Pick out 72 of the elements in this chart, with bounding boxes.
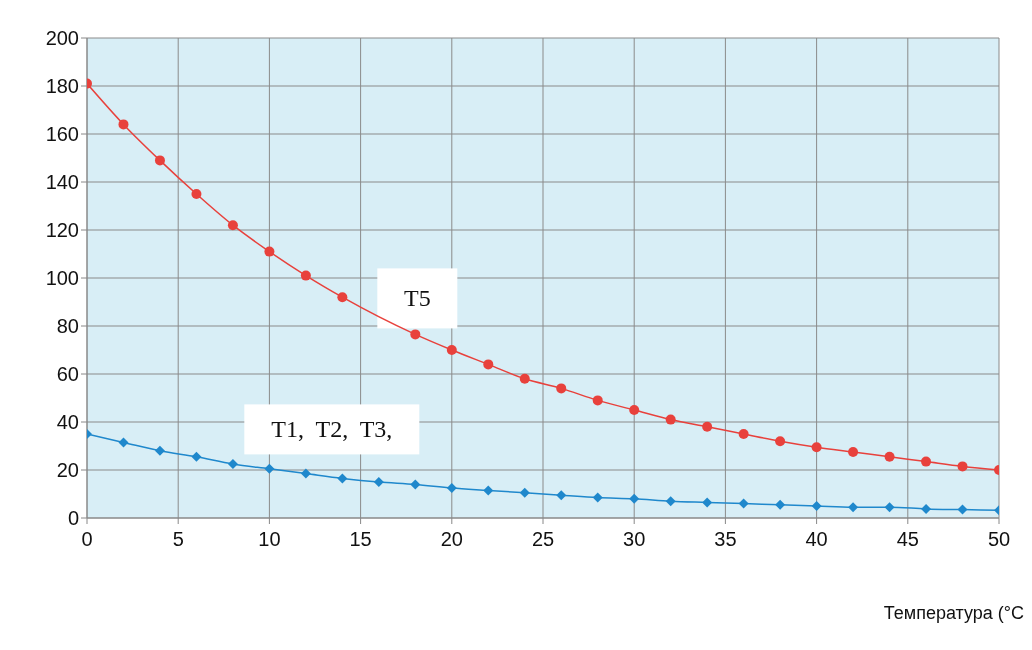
x-tick-label: 25 (531, 528, 555, 551)
point (154, 445, 165, 456)
point (884, 502, 895, 513)
point (921, 503, 932, 514)
point (811, 501, 822, 511)
point (629, 493, 640, 504)
x-axis-title: Температура (°C (883, 603, 1024, 624)
y-tick-label: 180 (45, 75, 79, 98)
point (848, 447, 859, 457)
point (884, 451, 895, 462)
point (702, 497, 713, 508)
x-tick-label: 45 (896, 528, 919, 551)
x-tick-label: 5 (172, 528, 184, 551)
point (665, 496, 676, 507)
x-tick-label: 10 (258, 528, 281, 551)
point (921, 456, 932, 467)
y-tick-label: 160 (45, 123, 79, 146)
point (373, 477, 384, 487)
point (665, 414, 676, 425)
y-tick-label: 140 (45, 171, 79, 194)
point (227, 220, 238, 231)
y-tick-label: 120 (45, 219, 79, 242)
y-tick-label: 80 (56, 315, 79, 338)
x-tick-label: 15 (349, 528, 372, 551)
point (410, 329, 421, 340)
y-tick-label: 20 (56, 459, 79, 482)
point (483, 359, 494, 370)
x-tick-label: 40 (805, 528, 828, 551)
point (556, 383, 567, 394)
x-tick-label: 35 (714, 528, 737, 551)
y-tick-label: 40 (56, 411, 79, 434)
point (337, 292, 348, 303)
point (118, 119, 129, 130)
y-tick-label: 60 (56, 363, 79, 386)
y-tick-label: 100 (45, 267, 79, 290)
point (775, 499, 786, 510)
point (446, 483, 457, 493)
point (556, 490, 567, 501)
point (483, 485, 494, 496)
y-tick-label: 0 (67, 507, 79, 530)
point (702, 421, 713, 432)
point (519, 487, 530, 498)
point (191, 451, 202, 462)
point (592, 492, 603, 503)
point (227, 459, 238, 469)
point (300, 270, 311, 281)
point (738, 429, 749, 439)
series-label: T1, T2, T3, (271, 416, 393, 443)
x-tick-label: 30 (623, 528, 646, 551)
x-tick-label: 20 (440, 528, 463, 551)
point (775, 436, 786, 447)
point (300, 468, 311, 479)
point (264, 463, 275, 474)
point (519, 373, 530, 384)
point (848, 502, 859, 513)
point (957, 461, 968, 472)
point (738, 498, 749, 509)
point (118, 437, 129, 448)
point (592, 395, 603, 406)
point (191, 189, 202, 199)
point (264, 246, 275, 257)
series-label: T5 (403, 285, 431, 312)
point (337, 473, 348, 484)
point (957, 504, 968, 515)
point (446, 345, 457, 355)
point (629, 405, 640, 415)
point (811, 442, 822, 453)
x-tick-label: 50 (987, 528, 1011, 551)
y-tick-label: 200 (45, 27, 79, 50)
x-tick-label: 0 (81, 528, 93, 551)
point (154, 155, 165, 166)
point (410, 479, 421, 490)
